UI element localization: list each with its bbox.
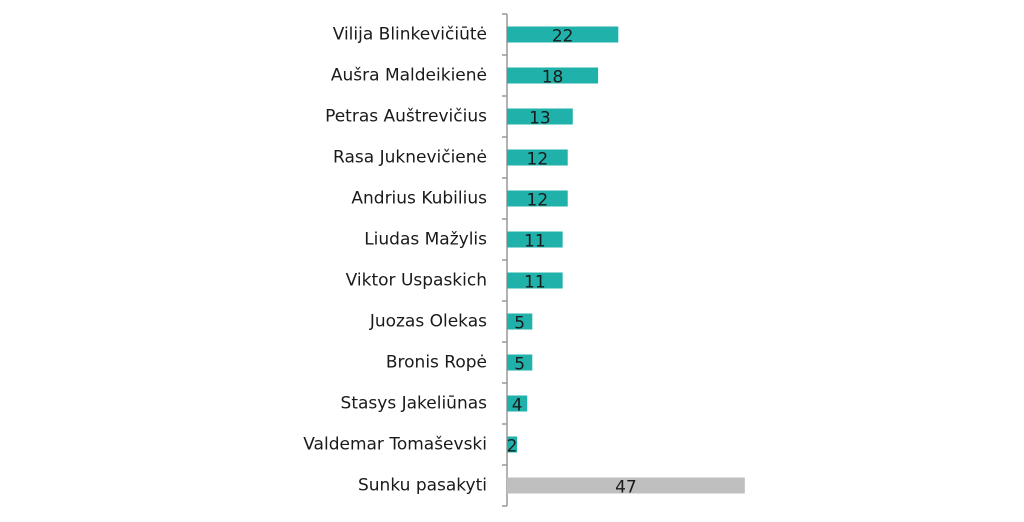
value-label: 12 [527, 150, 549, 170]
value-label: 4 [512, 396, 523, 416]
value-label: 18 [542, 68, 564, 88]
category-label: Stasys Jakeliūnas [341, 394, 488, 414]
bar [507, 477, 745, 494]
category-label: Vilija Blinkevičiūtė [333, 25, 487, 45]
bar [507, 231, 563, 248]
value-label: 12 [527, 191, 549, 211]
category-label: Petras Auštrevičius [325, 107, 487, 127]
value-label: 5 [514, 355, 525, 375]
bar [507, 395, 528, 412]
category-label: Valdemar Tomaševski [303, 435, 487, 455]
category-label: Aušra Maldeikienė [331, 66, 487, 86]
value-label: 22 [552, 27, 574, 47]
bar [507, 436, 518, 453]
bar [507, 67, 599, 84]
value-label: 13 [529, 109, 551, 129]
category-label: Sunku pasakyti [358, 476, 487, 496]
bar [507, 108, 573, 125]
category-label: Bronis Ropė [386, 353, 487, 373]
bar [507, 149, 568, 166]
category-label: Andrius Kubilius [351, 189, 487, 209]
bar [507, 354, 533, 371]
value-label: 47 [615, 478, 637, 498]
bar [507, 272, 563, 289]
value-label: 11 [524, 273, 546, 293]
category-label: Rasa Juknevičienė [333, 148, 487, 168]
category-label: Juozas Olekas [369, 312, 487, 332]
bar [507, 313, 533, 330]
bar [507, 26, 619, 43]
category-label: Liudas Mažylis [364, 230, 487, 250]
category-label: Viktor Uspaskich [346, 271, 487, 291]
value-label: 11 [524, 232, 546, 252]
value-label: 5 [514, 314, 525, 334]
bar [507, 190, 568, 207]
value-label: 2 [507, 437, 518, 457]
